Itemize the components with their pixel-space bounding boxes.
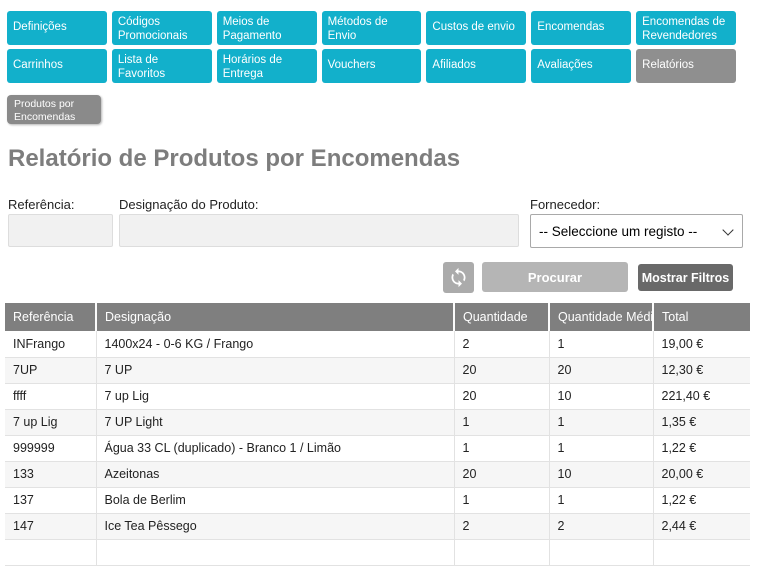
header-designacao: Designação: [95, 303, 454, 331]
table-row: INFrango 1400x24 - 0-6 KG / Frango 2 1 1…: [5, 331, 750, 357]
cell-designation: 7 UP: [95, 357, 454, 383]
cell-designation: Ice Tea Pêssego: [95, 513, 454, 539]
nav-tab-definicoes[interactable]: Definições: [7, 11, 107, 45]
supplier-select-wrap: -- Seleccione um registo --: [530, 214, 743, 248]
cell-reference: 147: [13, 519, 34, 533]
nav-tab-relatorios[interactable]: Relatórios: [636, 49, 736, 83]
cell-quantity: 1: [453, 435, 549, 461]
nav-tab-codigos-promocionais[interactable]: Códigos Promocionais: [111, 11, 212, 45]
nav-tab-carrinhos[interactable]: Carrinhos: [7, 49, 107, 83]
report-table: Referência Designação Quantidade Quantid…: [5, 303, 750, 566]
main-nav: Definições Códigos Promocionais Meios de…: [7, 11, 736, 83]
cell-quantity: 20: [453, 357, 549, 383]
nav-tab-avaliacoes[interactable]: Avaliações: [531, 49, 632, 83]
refresh-button[interactable]: [443, 262, 474, 293]
cell-avg-quantity: 20: [548, 357, 653, 383]
nav-tab-encomendas-de-revendedores[interactable]: Encomendas de Revendedores: [636, 11, 736, 45]
cell-quantity: 2: [453, 513, 549, 539]
header-quantidade: Quantidade: [453, 303, 549, 331]
nav-tab-meios-de-pagamento[interactable]: Meios de Pagamento: [216, 11, 317, 45]
search-button[interactable]: Procurar: [482, 262, 628, 292]
sync-icon: [451, 267, 466, 288]
table-row: 7 up Lig 7 UP Light 1 1 1,35 €: [5, 409, 750, 435]
table-row: ffff 7 up Lig 20 10 221,40 €: [5, 383, 750, 409]
table-row: 999999 Água 33 CL (duplicado) - Branco 1…: [5, 435, 750, 461]
header-total: Total: [652, 303, 750, 331]
cell-total: 2,44 €: [652, 513, 750, 539]
header-quantidade-media: Quantidade Média: [548, 303, 653, 331]
cell-reference: 999999: [13, 441, 55, 455]
table-row-partial: [5, 539, 750, 565]
cell-reference: 133: [13, 467, 34, 481]
nav-tab-horarios-de-entrega[interactable]: Horários de Entrega: [216, 49, 317, 83]
cell-designation: 7 UP Light: [95, 409, 454, 435]
cell-total: 20,00 €: [652, 461, 750, 487]
table-header-row: Referência Designação Quantidade Quantid…: [5, 303, 750, 331]
supplier-select[interactable]: -- Seleccione um registo --: [530, 214, 743, 248]
cell-avg-quantity: 1: [548, 435, 653, 461]
cell-quantity: 20: [453, 461, 549, 487]
cell-reference: ffff: [13, 389, 27, 403]
nav-tab-custos-de-envio[interactable]: Custos de envio: [426, 11, 527, 45]
cell-total: 221,40 €: [652, 383, 750, 409]
cell-total: 1,22 €: [652, 487, 750, 513]
page-title: Relatório de Produtos por Encomendas: [8, 145, 461, 172]
nav-tab-lista-de-favoritos[interactable]: Lista de Favoritos: [111, 49, 212, 83]
reference-input[interactable]: [8, 214, 113, 247]
nav-tab-encomendas[interactable]: Encomendas: [531, 11, 632, 45]
table-row: 133 Azeitonas 20 10 20,00 €: [5, 461, 750, 487]
nav-tab-afiliados[interactable]: Afiliados: [426, 49, 527, 83]
cell-total: 1,22 €: [652, 435, 750, 461]
cell-avg-quantity: 2: [548, 513, 653, 539]
nav-tab-vouchers[interactable]: Vouchers: [321, 49, 422, 83]
reference-label: Referência:: [8, 197, 75, 212]
cell-designation: Bola de Berlim: [95, 487, 454, 513]
cell-quantity: 2: [453, 331, 549, 357]
cell-designation: Água 33 CL (duplicado) - Branco 1 / Limã…: [95, 435, 454, 461]
cell-reference: 7 up Lig: [13, 415, 58, 429]
cell-total: 12,30 €: [652, 357, 750, 383]
nav-tab-metodos-de-envio[interactable]: Métodos de Envio: [321, 11, 422, 45]
product-name-label: Designação do Produto:: [119, 197, 259, 212]
cell-reference: 7UP: [13, 363, 38, 377]
cell-avg-quantity: 1: [548, 487, 653, 513]
cell-avg-quantity: 10: [548, 461, 653, 487]
table-row: 137 Bola de Berlim 1 1 1,22 €: [5, 487, 750, 513]
cell-designation: 1400x24 - 0-6 KG / Frango: [95, 331, 454, 357]
cell-avg-quantity: 1: [548, 331, 653, 357]
cell-avg-quantity: 10: [548, 383, 653, 409]
subnav-produtos-por-encomendas-button[interactable]: Produtos por Encomendas: [7, 95, 101, 124]
cell-quantity: 1: [453, 409, 549, 435]
cell-designation: Azeitonas: [95, 461, 454, 487]
table-row: 147 Ice Tea Pêssego 2 2 2,44 €: [5, 513, 750, 539]
cell-total: 19,00 €: [652, 331, 750, 357]
cell-reference: INFrango: [13, 336, 66, 351]
show-filters-button[interactable]: Mostrar Filtros: [638, 264, 733, 291]
cell-avg-quantity: 1: [548, 409, 653, 435]
header-referencia: Referência: [5, 303, 96, 331]
supplier-label: Fornecedor:: [530, 197, 601, 212]
cell-quantity: 20: [453, 383, 549, 409]
product-name-input[interactable]: [119, 214, 519, 247]
cell-designation: 7 up Lig: [95, 383, 454, 409]
cell-reference: 137: [13, 493, 34, 507]
cell-quantity: 1: [453, 487, 549, 513]
table-row: 7UP 7 UP 20 20 12,30 €: [5, 357, 750, 383]
cell-total: 1,35 €: [652, 409, 750, 435]
